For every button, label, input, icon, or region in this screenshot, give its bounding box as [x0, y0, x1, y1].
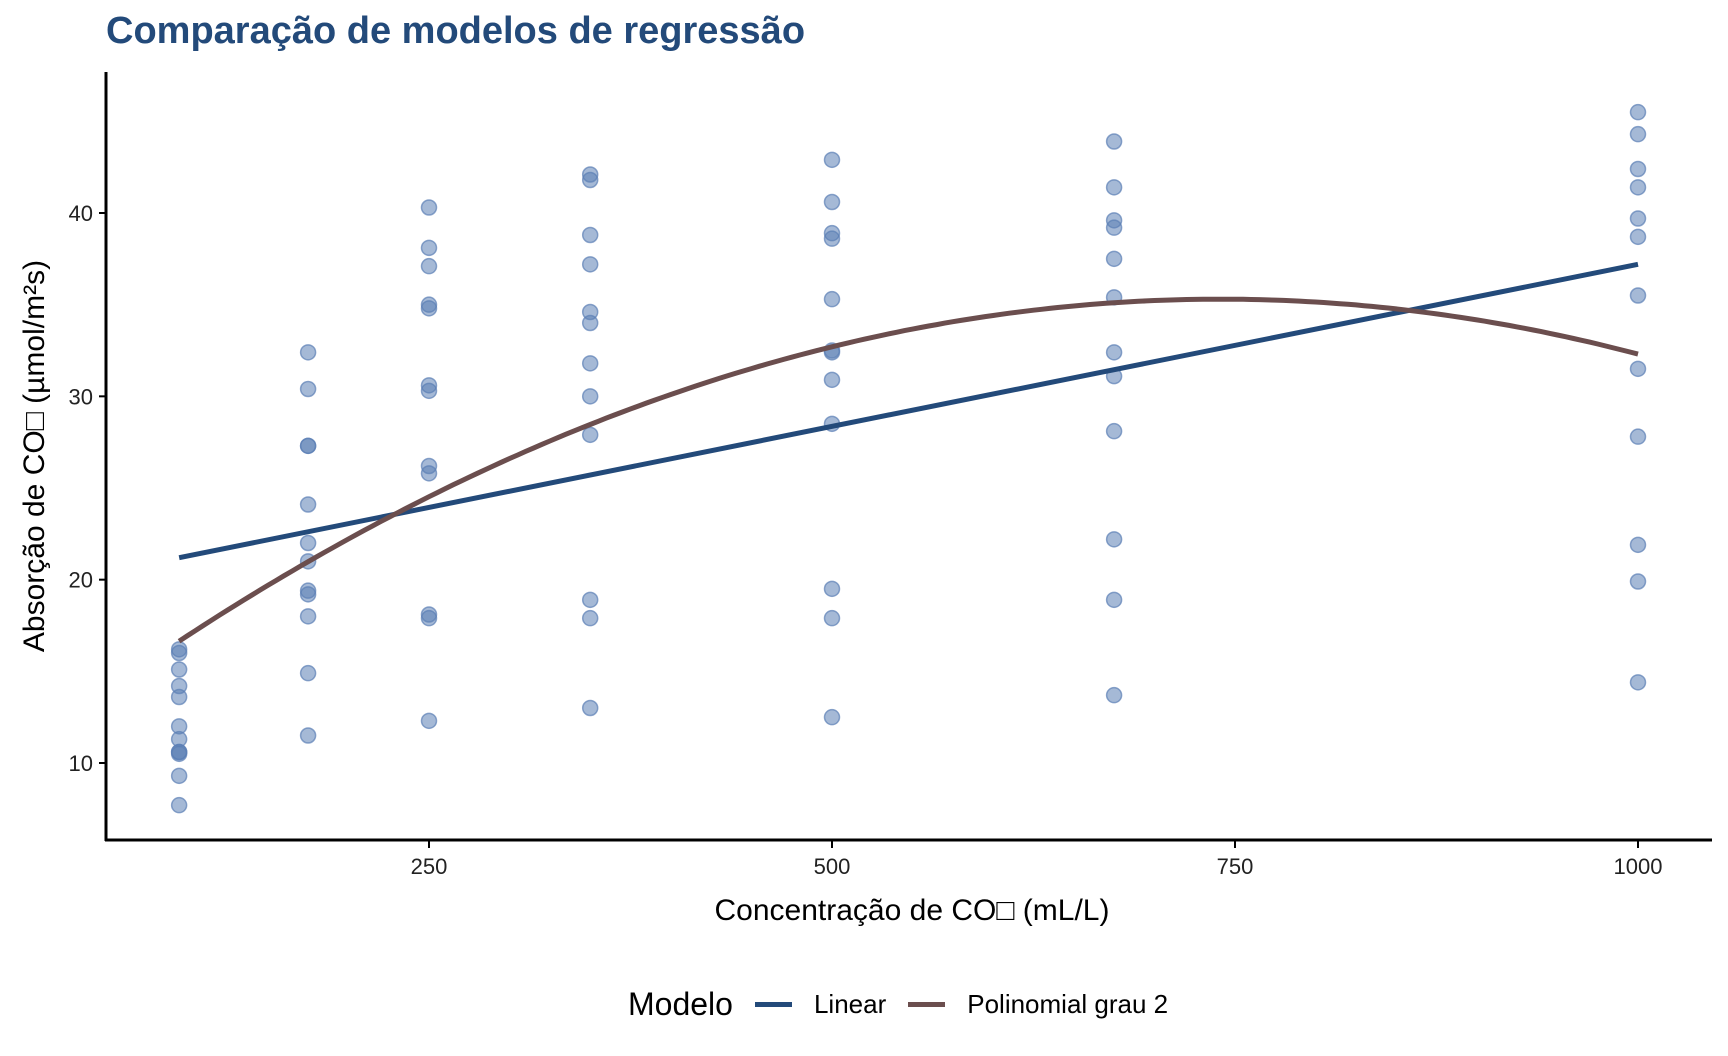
data-point: [1629, 573, 1647, 590]
data-point: [1629, 674, 1647, 691]
data-point: [823, 609, 841, 627]
linear-fit-line: [178, 261, 1639, 561]
data-point: [299, 608, 317, 625]
data-point: [420, 257, 438, 275]
data-point: [299, 496, 317, 513]
data-point: [1629, 360, 1647, 378]
data-point: [581, 591, 599, 609]
data-point: [581, 314, 599, 332]
x-tick-label: 750: [1217, 854, 1254, 879]
data-point: [299, 582, 317, 599]
chart-title: Comparação de modelos de regressão: [106, 10, 806, 52]
polynomial-fit-line: [177, 296, 1639, 644]
data-point: [420, 199, 438, 216]
data-point: [581, 699, 599, 717]
legend: Modelo Linear Polinomial grau 2: [628, 986, 1190, 1023]
data-point: [1629, 536, 1647, 554]
data-point: [823, 371, 841, 389]
data-point: [581, 355, 599, 372]
data-point: [420, 377, 438, 394]
legend-key-linear: [754, 1002, 792, 1007]
data-point: [170, 767, 188, 785]
data-point: [420, 239, 438, 257]
data-point: [170, 796, 188, 814]
y-ticks: 10 20 30 40: [69, 201, 106, 776]
data-point: [1629, 103, 1647, 121]
x-tick-label: 1000: [1614, 854, 1663, 879]
data-point: [1105, 250, 1123, 268]
data-point: [420, 609, 438, 627]
x-tick-label: 250: [411, 854, 448, 879]
data-point: [170, 743, 188, 761]
y-tick-label: 40: [69, 201, 93, 226]
data-point: [1629, 160, 1647, 178]
data-point: [1105, 591, 1123, 609]
data-point: [823, 708, 841, 726]
data-point: [299, 727, 317, 744]
data-point: [1629, 210, 1647, 227]
data-point: [1105, 686, 1123, 704]
axes: [104, 72, 1712, 842]
data-point: [1629, 125, 1647, 143]
data-point: [420, 712, 438, 730]
legend-key-polynomial: [908, 1002, 946, 1007]
data-point: [1105, 531, 1123, 548]
data-point: [1629, 228, 1647, 246]
fit-lines: [177, 261, 1639, 644]
y-axis-title: Absorção de CO□ (µmol/m²s): [18, 260, 51, 652]
data-point: [581, 256, 599, 273]
data-point: [420, 465, 438, 482]
data-point: [170, 677, 188, 695]
data-point: [581, 166, 599, 183]
data-point: [581, 426, 599, 444]
data-point: [1105, 212, 1123, 229]
x-ticks: 250 500 750 1000: [411, 840, 1663, 879]
data-point: [581, 609, 599, 627]
x-tick-label: 500: [814, 854, 851, 879]
data-point: [1105, 422, 1123, 440]
data-point: [823, 193, 841, 211]
data-point: [1105, 133, 1123, 150]
data-point: [1629, 428, 1647, 445]
data-point: [1629, 179, 1647, 196]
data-point: [170, 641, 188, 658]
data-point: [1105, 179, 1123, 196]
y-tick-label: 30: [69, 384, 93, 409]
data-point: [299, 664, 317, 682]
x-axis-title: Concentração de CO□ (mL/L): [715, 894, 1110, 927]
data-point: [299, 380, 317, 398]
data-point: [1105, 344, 1123, 361]
data-point: [1629, 287, 1647, 304]
data-point: [299, 437, 317, 455]
data-point: [581, 388, 599, 405]
data-point: [170, 661, 188, 678]
y-tick-label: 20: [69, 568, 93, 593]
data-point: [823, 151, 841, 169]
data-point: [823, 580, 841, 598]
data-point: [420, 296, 438, 313]
legend-label-polynomial: Polinomial grau 2: [967, 989, 1169, 1019]
data-point: [299, 534, 317, 552]
legend-title: Modelo: [628, 986, 733, 1022]
scatter-points: [170, 103, 1647, 814]
data-point: [823, 224, 841, 242]
y-tick-label: 10: [69, 751, 93, 776]
data-point: [299, 344, 317, 361]
legend-label-linear: Linear: [813, 989, 887, 1019]
data-point: [581, 226, 599, 244]
data-point: [823, 290, 841, 308]
